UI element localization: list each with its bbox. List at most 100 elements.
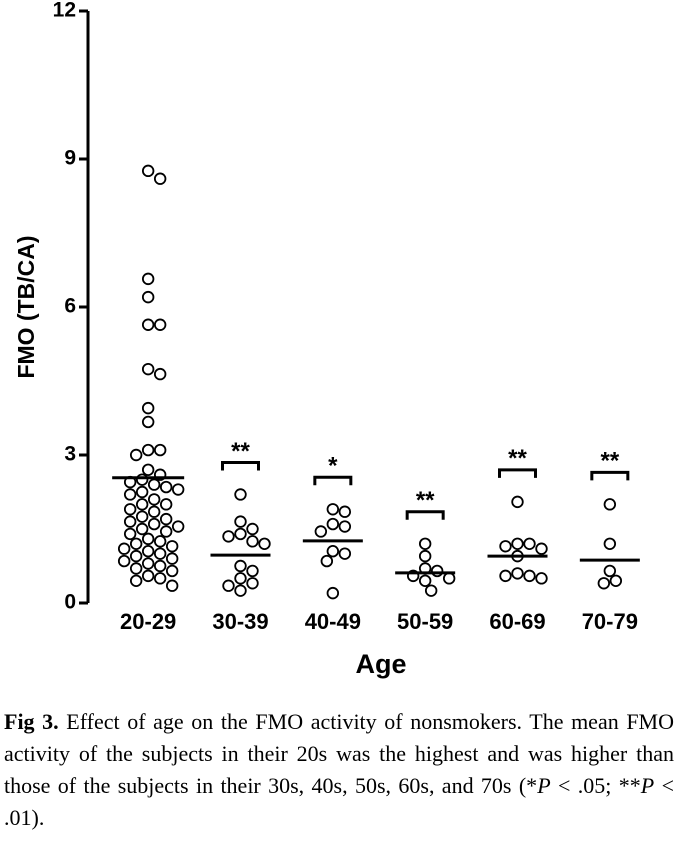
data-point [129,562,143,575]
x-tick-label: 70-79 [582,609,638,634]
data-point [141,532,155,546]
data-point [141,443,155,457]
data-point [135,522,149,536]
data-point [222,579,235,592]
data-point [418,574,432,588]
data-point [159,498,173,511]
data-point [418,537,432,551]
data-point [314,525,328,538]
data-point [234,488,247,501]
significance-bracket [498,468,537,478]
chart: FMO (TB/CA) Age 0 3 6 9 12 20-29 30-39 40-49 50-… [13,0,640,679]
data-point [430,564,444,578]
significance-label: * [328,453,338,480]
data-point [246,522,259,536]
caption-text: < .05; ** [550,773,641,798]
data-point [246,577,259,590]
data-point [603,564,617,578]
data-point [117,542,131,555]
x-tick-label: 50-59 [397,609,453,634]
significance-bracket [313,475,353,486]
data-point [141,463,155,477]
data-point [129,537,143,551]
y-tick-label: 9 [64,147,76,170]
data-point [326,586,340,600]
significance-label: ** [416,487,435,514]
data-point [338,547,352,560]
data-point [135,510,149,523]
data-point [511,567,524,580]
data-point [141,415,155,429]
data-point [141,557,155,570]
data-point [165,552,179,565]
significance-label: ** [600,448,619,475]
data-point [165,564,179,578]
data-point [141,362,155,376]
data-point [153,547,167,560]
significance-bracket [590,470,630,481]
data-point [141,545,155,558]
data-point [129,448,143,462]
data-point [147,493,161,506]
data-point [141,290,155,304]
significance-bracket [221,460,260,471]
data-point [326,517,340,531]
data-point [609,574,623,588]
x-tick-label: 30-39 [212,609,268,634]
caption-text: < .01). [4,773,674,830]
significance-label: ** [508,445,527,472]
data-point [123,488,137,501]
data-point [603,498,617,511]
y-tick-label: 12 [53,0,76,22]
data-point [511,537,524,551]
data-point [535,542,548,555]
data-point [153,572,167,585]
y-tick-label: 0 [64,591,76,614]
data-point [153,172,167,185]
data-point [499,569,512,583]
significance-label: ** [231,438,250,465]
caption-text: P [537,773,551,798]
data-point [123,515,137,528]
data-point [153,535,167,548]
y-axis-label: FMO (TB/CA) [13,235,39,378]
data-point [597,577,611,590]
significance-bracket [405,510,445,520]
data-point [499,540,512,553]
data-point [153,318,167,331]
data-point [135,485,149,499]
data-point [165,579,179,592]
data-point [153,559,167,573]
data-point [117,554,131,568]
data-point [141,272,155,286]
figure-caption: Fig 3. Effect of age on the FMO activity… [4,706,674,834]
data-point [246,564,259,578]
data-point [159,480,173,494]
x-tick-label: 20-29 [120,609,176,634]
data-point [129,549,143,563]
data-point [523,537,536,551]
data-point [511,495,524,509]
data-point [123,503,137,516]
data-point [141,318,155,331]
data-point [147,505,161,518]
data-point [135,498,149,511]
data-point [320,554,334,568]
x-tick-label: 40-49 [305,609,361,634]
data-point [338,520,352,533]
data-point [141,401,155,415]
y-tick-label: 6 [64,295,76,318]
caption-label: Fig 3. [4,709,59,734]
x-axis-label: Age [355,649,406,679]
data-point [159,525,173,538]
data-point [123,527,137,541]
data-point [234,527,247,541]
data-point [535,572,548,585]
data-point [442,572,456,585]
data-point [326,545,340,558]
data-point [234,584,247,597]
data-point [603,537,617,551]
data-point [165,540,179,553]
data-point [129,574,143,588]
